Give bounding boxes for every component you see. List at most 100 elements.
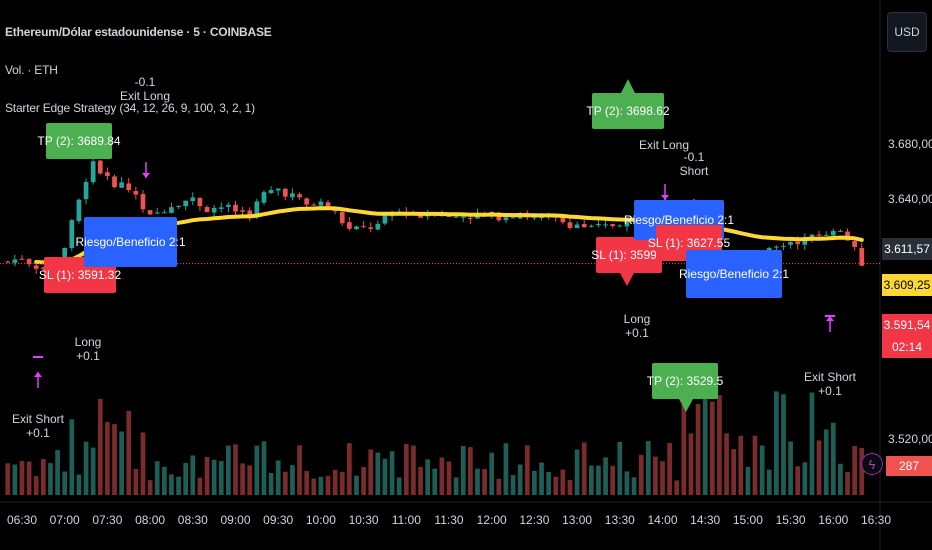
- stop-loss-label: SL (1): 3599.8: [591, 237, 667, 273]
- candle-body: [183, 200, 189, 207]
- candle-body: [460, 216, 466, 218]
- volume-bar: [446, 461, 452, 495]
- exit-short-label: Exit Short +0.1: [803, 370, 857, 398]
- volume-bar: [695, 403, 701, 495]
- volume-bar: [140, 432, 146, 495]
- volume-bar: [460, 446, 466, 495]
- label-pointer: [590, 129, 628, 148]
- volume-bar: [581, 442, 587, 495]
- volume-bar: [62, 471, 68, 495]
- volume-bar: [297, 445, 302, 495]
- candle-body: [226, 204, 231, 207]
- time-tick-label: 10:00: [305, 513, 336, 527]
- candle-body: [240, 210, 245, 212]
- volume-bar: [247, 465, 253, 495]
- volume-bar: [105, 422, 110, 495]
- volume-bar: [610, 465, 616, 495]
- volume-bar: [361, 466, 366, 495]
- volume-bar: [453, 477, 459, 495]
- volume-bar: [667, 443, 672, 495]
- candle-body: [247, 210, 253, 218]
- volume-bar: [161, 466, 167, 495]
- volume-bar: [12, 464, 18, 495]
- candle-body: [154, 212, 160, 214]
- volume-bar: [211, 459, 217, 495]
- volume-bar: [766, 469, 772, 495]
- volume-bar: [19, 461, 25, 495]
- time-tick-label: 15:00: [732, 513, 763, 527]
- bar-countdown-tag: 02:14: [882, 336, 932, 358]
- candle-body: [588, 225, 594, 227]
- volume-bar: [69, 419, 75, 495]
- candle-body: [503, 217, 509, 221]
- strategy-indicator-label[interactable]: Starter Edge Strategy (34, 12, 26, 9, 10…: [5, 101, 255, 115]
- volume-bar: [674, 480, 680, 495]
- volume-bar: [311, 478, 317, 495]
- currency-button[interactable]: USD: [887, 12, 927, 52]
- candle-body: [83, 182, 89, 200]
- candle-body: [112, 176, 117, 188]
- candle-body: [361, 226, 366, 228]
- volume-bar: [318, 476, 324, 495]
- volume-bar: [147, 480, 153, 495]
- volume-bar: [660, 461, 665, 495]
- candle-body: [852, 241, 857, 248]
- candle-body: [560, 216, 566, 223]
- volume-bar: [795, 466, 801, 495]
- volume-bar: [119, 431, 124, 495]
- volume-bar: [617, 441, 623, 495]
- candle-body: [275, 188, 281, 191]
- volume-bar: [268, 472, 274, 495]
- time-tick-label: 06:30: [6, 513, 38, 527]
- candle-body: [446, 216, 452, 218]
- lightning-icon[interactable]: ϟ: [861, 453, 883, 475]
- volume-bar: [439, 457, 445, 495]
- candle-body: [453, 216, 459, 218]
- volume-bar: [468, 447, 473, 495]
- volume-bar: [823, 429, 829, 495]
- price-tick-label: 3.640,00: [888, 192, 932, 206]
- volume-bar: [48, 463, 53, 495]
- volume-bar: [475, 468, 480, 495]
- candle-body: [12, 259, 18, 263]
- candle-body: [19, 258, 25, 260]
- time-tick-label: 07:00: [49, 513, 80, 527]
- candle-body: [69, 220, 75, 249]
- volume-bar: [204, 456, 210, 495]
- candle-body: [282, 188, 288, 197]
- volume-bar: [738, 435, 744, 495]
- label-pointer: [621, 79, 635, 93]
- ema-price-tag: 3.609,25: [882, 274, 932, 296]
- candle-body: [795, 241, 801, 245]
- volume-bar: [382, 458, 388, 495]
- volume-bar: [275, 460, 281, 495]
- candle-body: [610, 224, 616, 226]
- volume-bar: [503, 443, 509, 495]
- volume-indicator-label[interactable]: Vol. · ETH: [5, 63, 58, 77]
- candle-body: [567, 222, 573, 228]
- candle-body: [809, 234, 815, 238]
- volume-bar: [375, 452, 381, 495]
- volume-bar: [489, 452, 495, 495]
- volume-bar: [233, 444, 238, 495]
- volume-bar: [681, 403, 687, 495]
- time-tick-label: 16:00: [818, 513, 849, 527]
- candle-body: [197, 197, 203, 207]
- candle-body: [617, 225, 623, 227]
- volume-bar: [845, 471, 850, 495]
- volume-bar: [190, 455, 196, 495]
- take-profit-label: TP (2): 3529.5: [647, 363, 723, 399]
- symbol-title[interactable]: Ethereum/Dólar estadounidense · 5 · COIN…: [5, 25, 272, 39]
- candle-body: [816, 234, 822, 236]
- volume-bar: [154, 461, 160, 495]
- candle-body: [304, 198, 310, 205]
- candle-body: [41, 267, 46, 270]
- candle-body: [823, 234, 829, 236]
- volume-bar: [603, 457, 608, 495]
- volume-bar: [645, 441, 651, 495]
- volume-bar: [176, 476, 181, 495]
- volume-bar: [717, 395, 722, 495]
- volume-bar: [354, 475, 359, 495]
- candle-body: [26, 259, 32, 265]
